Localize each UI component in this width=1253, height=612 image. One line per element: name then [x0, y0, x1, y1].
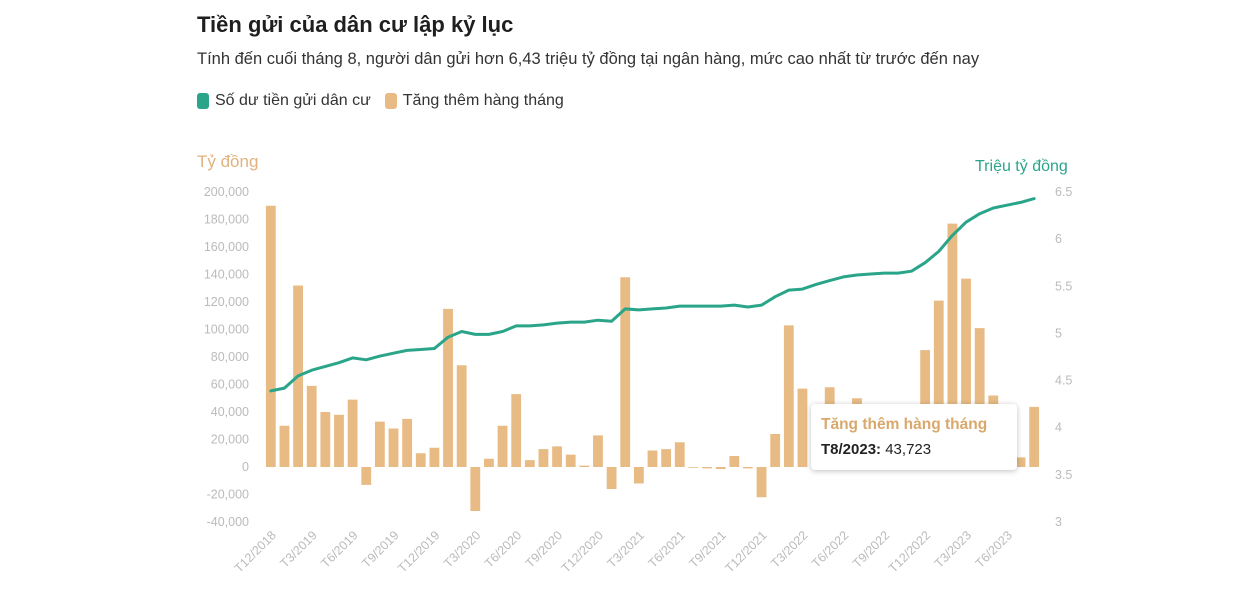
legend-swatch-line: [197, 93, 209, 109]
tooltip-row: T8/2023: 43,723: [821, 441, 931, 458]
bar: [402, 418, 413, 467]
y-right-tick-label: 6.5: [1055, 185, 1072, 199]
x-tick-label: T6/2020: [482, 528, 524, 570]
y-left-tick-label: 200,000: [204, 185, 249, 199]
bar: [524, 460, 535, 467]
bar: [702, 467, 712, 469]
bar: [783, 325, 794, 467]
bar: [579, 465, 590, 467]
legend: Số dư tiền gửi dân cư Tăng thêm hàng thá…: [197, 92, 564, 110]
x-tick-label: T6/2019: [318, 528, 360, 570]
bar: [620, 277, 631, 467]
tooltip-value: 43,723: [885, 441, 932, 458]
bar: [961, 278, 971, 467]
bar: [715, 467, 726, 470]
bar: [756, 467, 767, 498]
y-left-tick-label: 160,000: [204, 240, 249, 254]
y-left-tick-label: 100,000: [204, 323, 249, 337]
bar: [552, 446, 562, 467]
chart-title: Tiền gửi của dân cư lập kỷ lục: [197, 12, 514, 37]
bar: [633, 467, 644, 484]
bar: [674, 442, 685, 467]
x-tick-label: T3/2023: [932, 528, 974, 570]
bar: [661, 449, 672, 467]
bar: [565, 454, 576, 467]
bar: [279, 425, 290, 467]
bar: [347, 399, 358, 467]
y-right-tick-label: 5.5: [1055, 279, 1072, 293]
x-tick-label: T12/2018: [232, 528, 279, 575]
legend-item-bar[interactable]: Tăng thêm hàng tháng: [384, 92, 564, 110]
x-tick-label: T6/2021: [646, 528, 688, 570]
legend-item-line[interactable]: Số dư tiền gửi dân cư: [197, 92, 371, 110]
bar: [497, 425, 508, 467]
y-left-tick-label: -20,000: [207, 488, 249, 502]
y-left-tick-label: 80,000: [211, 350, 249, 364]
bar: [688, 467, 699, 468]
x-tick-label: T3/2019: [277, 528, 319, 570]
bar: [484, 458, 494, 467]
bar: [265, 205, 276, 467]
y-right-tick-label: 6: [1055, 232, 1062, 246]
bar: [743, 467, 753, 469]
bar: [415, 453, 426, 467]
bar: [361, 467, 372, 485]
y-left-tick-label: 120,000: [204, 295, 249, 309]
legend-swatch-bar: [384, 93, 397, 109]
bar: [388, 428, 399, 467]
bar: [933, 300, 944, 467]
x-tick-label: T6/2022: [809, 528, 851, 570]
bar: [443, 308, 453, 467]
bar: [974, 328, 985, 467]
y-right-tick-label: 3.5: [1055, 468, 1072, 482]
x-tick-label: T12/2019: [395, 528, 442, 575]
bar: [538, 449, 549, 467]
y-left-tick-label: 0: [242, 460, 249, 474]
y-left-tick-label: -40,000: [207, 515, 249, 529]
y-left-tick-label: 20,000: [211, 433, 249, 447]
x-tick-label: T12/2020: [559, 528, 606, 575]
x-tick-label: T3/2022: [768, 528, 810, 570]
y-right-tick-label: 4: [1055, 421, 1062, 435]
chart-tooltip: Tăng thêm hàng tháng T8/2023: 43,723: [811, 404, 1017, 470]
bar: [1015, 457, 1026, 467]
right-axis-unit: Triệu tỷ đồng: [975, 158, 1068, 175]
x-tick-label: T3/2020: [441, 528, 483, 570]
legend-label-line: Số dư tiền gửi dân cư: [215, 92, 371, 109]
bar: [1029, 406, 1040, 467]
bar: [306, 385, 317, 467]
x-tick-label: T12/2022: [886, 528, 933, 575]
bar: [947, 223, 958, 467]
y-right-tick-label: 5: [1055, 326, 1062, 340]
x-tick-label: T3/2021: [605, 528, 647, 570]
bar: [797, 388, 808, 467]
bar: [647, 450, 658, 467]
y-left-tick-label: 60,000: [211, 378, 249, 392]
y-left-tick-label: 180,000: [204, 213, 249, 227]
y-left-tick-label: 140,000: [204, 268, 249, 282]
tooltip-title: Tăng thêm hàng tháng: [821, 416, 988, 433]
x-tick-label: T6/2023: [973, 528, 1015, 570]
bar: [770, 434, 781, 467]
bar: [374, 421, 385, 467]
x-tick-label: T12/2021: [722, 528, 769, 575]
bar: [320, 412, 331, 467]
bar: [593, 435, 603, 467]
chart-subtitle: Tính đến cuối tháng 8, người dân gửi hơn…: [197, 50, 980, 68]
y-right-tick-label: 4.5: [1055, 374, 1072, 388]
bar: [470, 467, 481, 511]
tooltip-label: T8/2023:: [821, 441, 882, 458]
y-right-tick-label: 3: [1055, 515, 1062, 529]
bar: [456, 365, 467, 467]
left-axis-unit: Tỷ đồng: [197, 152, 259, 171]
bar: [511, 394, 522, 467]
bar: [729, 456, 740, 467]
legend-label-bar: Tăng thêm hàng tháng: [402, 92, 564, 109]
bar: [606, 467, 617, 489]
y-left-tick-label: 40,000: [211, 405, 249, 419]
bar: [334, 414, 344, 467]
series-line: [269, 197, 1036, 393]
bar: [429, 447, 440, 467]
